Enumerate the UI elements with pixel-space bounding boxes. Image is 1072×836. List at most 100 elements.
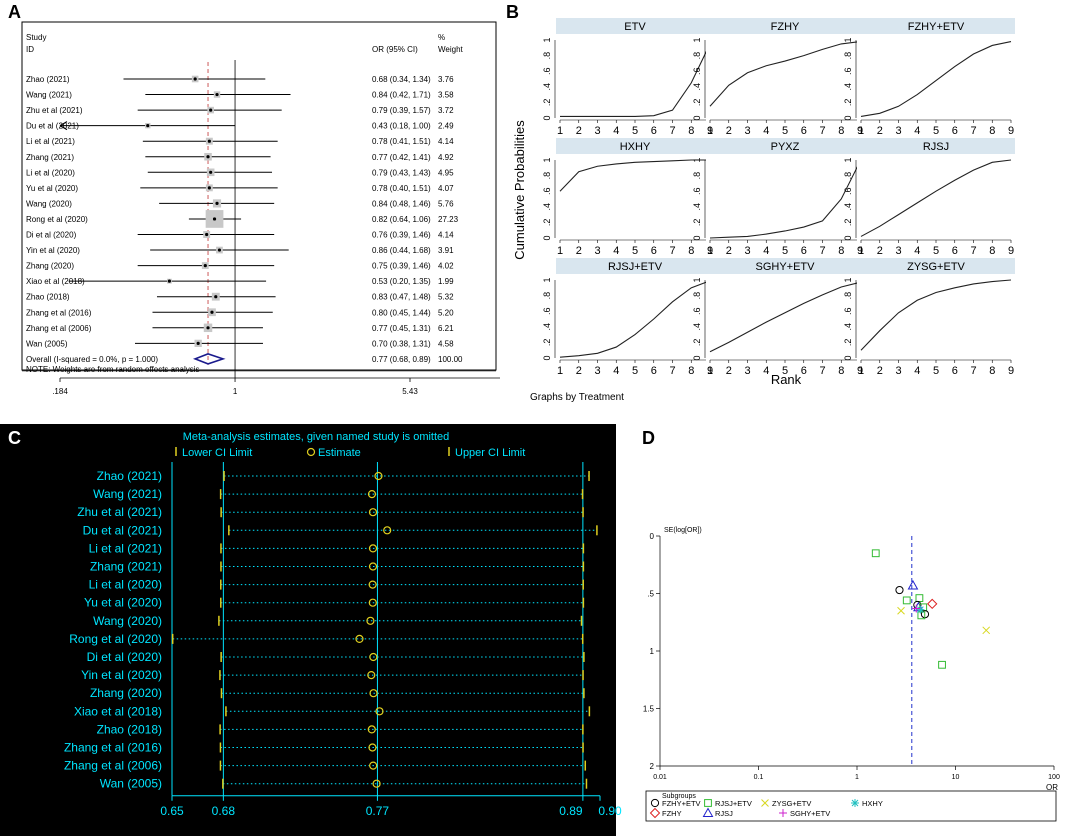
sens-study-label: Zhang et al (2006) [64,759,162,773]
rankogram-plot-area [857,154,1015,244]
funnel-ytick-label: .5 [647,590,654,599]
funnel-legend-marker [851,799,859,807]
rankogram-title: RJSJ [923,141,949,153]
forest-point [214,295,218,299]
forest-study-label: Zhang (2021) [26,153,74,162]
forest-point [146,124,150,128]
rankogram-xtick-label: 1 [858,125,864,137]
rankogram-xtick-label: 4 [914,365,920,377]
rankogram-xtick-label: 4 [613,365,619,377]
rankogram-xtick-label: 9 [1008,125,1014,137]
rankogram-title-bar [857,18,1015,34]
rankogram-ytick-label: .6 [692,67,702,75]
rankogram-title: RJSJ+ETV [608,261,663,273]
rankogram-ytick-label: .8 [692,52,702,60]
rankogram-title: FZHY+ETV [908,21,965,33]
rankogram-ytick-label: .4 [843,323,853,331]
funnel-legend-marker [649,807,661,819]
rankogram-ytick-label: .4 [542,83,552,91]
rankogram-xtick-label: 5 [933,125,939,137]
rankogram-ytick-label: .8 [843,292,853,300]
rankogram-xtick-label: 6 [651,125,657,137]
funnel-legend-marker [761,799,769,807]
forest-point [193,77,197,81]
rankogram-ytick-label: .2 [843,99,853,107]
rankogram-line [860,41,1012,117]
rankogram-ytick-label: .2 [542,219,552,227]
rankogram-xtick-label: 9 [857,245,863,257]
rankogram-xtick-label: 8 [989,365,995,377]
rankogram-ytick-label: 1 [542,157,552,162]
forest-ci-text: 0.77 (0.45, 1.31) [372,324,431,333]
sens-xtick-label: 0.68 [212,804,236,818]
rankogram-xtick-label: 6 [801,245,807,257]
rankogram-xtick-label: 2 [576,125,582,137]
funnel-xtick-label: 100 [1048,774,1060,781]
forest-point [196,341,200,345]
rankogram-xtick-label: 3 [594,245,600,257]
rankogram-xtick-label: 3 [594,125,600,137]
rankogram-ytick-label: .6 [542,187,552,195]
legend-estimate-marker [306,447,316,457]
rankogram-plot-area [706,34,864,124]
forest-point [207,186,211,190]
funnel-ytick-label: 1 [650,647,655,656]
sens-estimate [355,634,364,644]
forest-tick-label: 1 [233,387,238,396]
sens-estimate [367,490,377,499]
forest-point [206,326,210,330]
forest-point [205,232,209,237]
forest-weight-text: 4.14 [438,137,454,146]
forest-point [209,108,213,112]
panel-c-legend: Lower CI Limit Estimate Upper CI Limit [175,447,525,459]
rankogram-xtick-label: 8 [838,125,844,137]
forest-weight-text: 4.14 [438,231,454,240]
rankogram-title: ETV [624,21,646,33]
sens-estimate [368,743,377,752]
rankogram-xtick-label: 9 [1008,245,1014,257]
rankogram-ytick-label: 0 [843,355,853,360]
funnel-point [916,605,925,614]
sens-study-label: Wan (2005) [100,777,162,791]
rankogram-xtick-label: 3 [744,365,750,377]
rankogram-xtick-label: 7 [970,125,976,137]
legend-estimate-label: Estimate [318,447,361,459]
rankogram-ytick-label: 0 [542,115,552,120]
rankogram-xtick-label: 6 [801,125,807,137]
panel-letter-a: A [8,2,21,22]
forest-point [203,264,207,268]
funnel-point [902,596,911,605]
sens-estimate [368,562,378,571]
forest-weight-text: 6.21 [438,324,454,333]
rankogram-line [559,280,711,358]
rankogram-xtick-label: 5 [632,245,638,257]
forest-weight-text: 4.92 [438,153,454,162]
forest-tick-label: 5.43 [402,387,418,396]
funnel-legend-title: Subgroups [662,793,696,800]
rankogram-ytick-label: 1 [843,37,853,42]
rankogram-title-bar [556,138,714,154]
rankogram-xtick-label: 2 [726,125,732,137]
forest-tick-label: .184 [52,387,68,396]
panel-b-xlabel: Rank [771,372,802,387]
rankogram-plot-area [857,34,1015,124]
rankogram-title-bar [556,258,714,274]
funnel-xtick-label: 0.01 [653,774,667,781]
rankogram-xtick-label: 1 [557,365,563,377]
rankogram-ytick-label: .2 [692,99,702,107]
rankogram-xtick-label: 3 [744,125,750,137]
forest-point [215,92,219,97]
rankogram-ytick-label: .4 [843,83,853,91]
rankogram-xtick-label: 3 [895,365,901,377]
legend-upper-label: Upper CI Limit [455,447,525,459]
rankogram-ytick-label: .6 [843,307,853,315]
rankogram-xtick-label: 3 [895,125,901,137]
sens-study-label: Li et al (2021) [89,541,162,555]
rankogram-xtick-label: 1 [557,125,563,137]
funnel-legend-label: ZYSG+ETV [772,799,811,808]
panel-letter-c-overlay: C [8,428,21,448]
rankogram-xtick-label: 2 [877,125,883,137]
